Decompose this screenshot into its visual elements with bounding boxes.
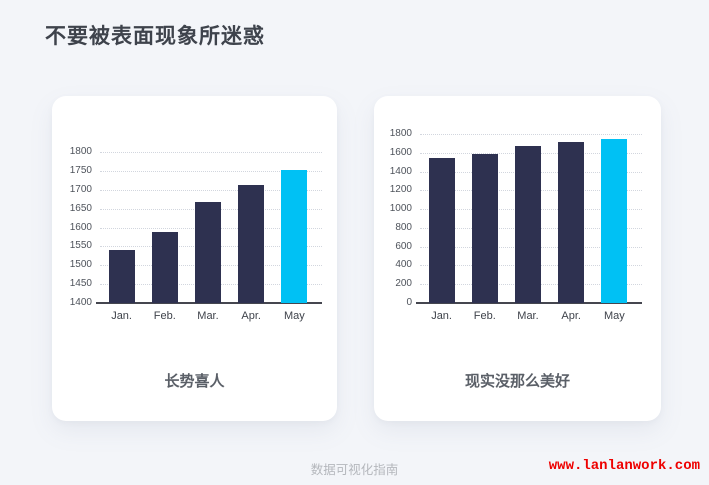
- x-axis-tick-label: May: [604, 310, 625, 322]
- x-axis-tick-label: Mar.: [197, 310, 219, 322]
- left-bar-chart: 1800 1750 1700 1650 1600 1550 1500 1450 1400 Jan.…: [52, 96, 337, 421]
- bar-mar: [195, 201, 221, 303]
- y-axis-tick-label: 1700: [69, 183, 92, 195]
- right-bar-chart: 1800 1600 1400 1200 1000 800 600 400 200 0 Jan. Feb…: [374, 96, 661, 421]
- h-gridline: [420, 134, 642, 135]
- x-axis-tick-label: Jan.: [431, 310, 452, 322]
- bar-mar: [515, 146, 541, 303]
- bar-jan: [108, 250, 135, 303]
- h-gridline: [100, 170, 322, 172]
- y-axis-tick-label: 1800: [69, 146, 92, 157]
- bar-may: [601, 138, 628, 303]
- y-axis-tick-label: 1800: [389, 128, 412, 139]
- y-axis-tick-label: 800: [395, 221, 412, 233]
- y-axis-tick-label: 1650: [69, 202, 92, 214]
- left-chart-caption: 长势喜人: [164, 373, 225, 390]
- website-link[interactable]: www.lanlanwork.com: [548, 458, 700, 474]
- left-chart-card: 1800 1750 1700 1650 1600 1550 1500 1450 1400 Jan.…: [52, 96, 337, 421]
- y-axis-tick-label: 1000: [389, 203, 412, 215]
- y-axis-tick-label: 1400: [69, 297, 92, 308]
- y-axis-tick-label: 1550: [69, 240, 92, 252]
- y-axis-tick-label: 1450: [69, 278, 92, 290]
- bar-feb: [471, 153, 498, 303]
- bar-apr: [558, 142, 585, 303]
- h-gridline: [100, 152, 322, 153]
- y-axis-tick-label: 200: [395, 278, 412, 290]
- y-axis-tick-label: 1500: [69, 259, 92, 271]
- right-chart-caption: 现实没那么美好: [464, 373, 570, 390]
- bar-may: [281, 170, 308, 303]
- x-axis-tick-label: Feb.: [473, 310, 496, 322]
- x-axis-tick-label: Apr.: [561, 310, 581, 322]
- footer-caption: 数据可视化指南: [310, 463, 399, 477]
- right-chart-card: 1800 1600 1400 1200 1000 800 600 400 200 0 Jan. Feb…: [374, 96, 661, 421]
- x-axis-tick-label: Mar.: [517, 310, 539, 322]
- x-axis-tick-label: May: [284, 310, 305, 322]
- y-axis-tick-label: 1600: [69, 221, 92, 233]
- bar-feb: [151, 232, 178, 303]
- h-gridline: [100, 189, 322, 191]
- x-axis-tick-label: Jan.: [111, 310, 132, 322]
- y-axis-tick-label: 1750: [69, 164, 92, 176]
- y-axis-tick-label: 0: [406, 297, 412, 308]
- x-axis-line: [96, 302, 322, 304]
- x-axis-line: [416, 302, 642, 304]
- y-axis-tick-label: 400: [395, 259, 412, 271]
- y-axis-tick-label: 1400: [389, 165, 412, 177]
- x-axis-tick-label: Apr.: [241, 310, 261, 322]
- y-axis-tick-label: 1600: [389, 146, 412, 158]
- y-axis-tick-label: 1200: [389, 184, 412, 196]
- x-axis-tick-label: Feb.: [153, 310, 176, 322]
- bar-jan: [428, 158, 455, 303]
- bar-apr: [238, 184, 265, 303]
- y-axis-tick-label: 600: [395, 240, 412, 252]
- page-title: 不要被表面现象所迷惑: [45, 25, 265, 48]
